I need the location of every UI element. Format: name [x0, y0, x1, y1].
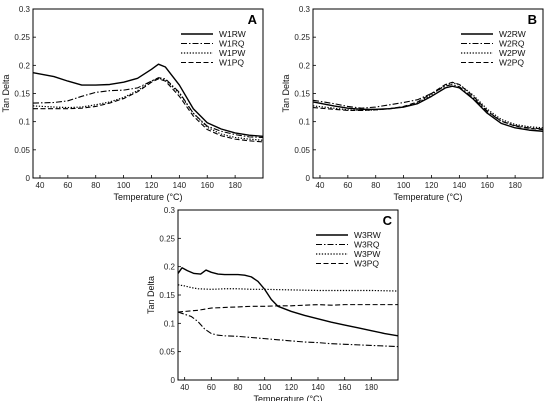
- x-tick-label: 140: [453, 181, 467, 190]
- y-tick-label: 0.05: [294, 146, 310, 155]
- legend-label: W3PW: [354, 249, 380, 259]
- x-axis-label: Temperature (°C): [393, 192, 462, 202]
- x-tick-label: 60: [343, 181, 352, 190]
- legend-label: W2PW: [499, 48, 525, 58]
- legend-label: W3RW: [354, 230, 381, 240]
- panel-label: C: [383, 213, 393, 228]
- x-tick-label: 100: [258, 383, 272, 392]
- y-tick-label: 0.3: [299, 5, 311, 14]
- panel-c: 0 0.05 0.1 0.15 0.2 0.25 0.3 40 60 80 100 120 140 160…: [146, 206, 399, 401]
- y-tick-label: 0.1: [164, 319, 176, 328]
- legend-label: W2PQ: [499, 58, 524, 68]
- y-tick-label: 0.15: [14, 90, 30, 99]
- series-line-w2pq: [313, 81, 543, 131]
- y-tick-label: 0.2: [164, 263, 176, 272]
- x-tick-label: 100: [117, 181, 131, 190]
- x-tick-label: 180: [508, 181, 522, 190]
- x-tick-label: 160: [201, 181, 215, 190]
- x-tick-label: 120: [145, 181, 159, 190]
- panel-a: 0 0.05 0.1 0.15 0.2 0.25 0.3 40 60 80 100 120 140 160…: [1, 5, 264, 202]
- y-axis-label: Tan Delta: [146, 276, 156, 314]
- y-tick-label: 0.2: [299, 61, 311, 70]
- x-tick-label: 180: [365, 383, 379, 392]
- panel-label: A: [248, 12, 258, 27]
- x-tick-label: 160: [338, 383, 352, 392]
- x-tick-label: 80: [371, 181, 380, 190]
- legend-label: W2RQ: [499, 39, 525, 49]
- legend-label: W1PQ: [219, 58, 244, 68]
- x-axis-label: Temperature (°C): [113, 192, 182, 202]
- y-tick-label: 0: [306, 174, 311, 183]
- x-tick-label: 60: [207, 383, 216, 392]
- x-tick-label: 120: [425, 181, 439, 190]
- series-line-w1pw: [33, 77, 263, 141]
- y-tick-label: 0.1: [19, 118, 31, 127]
- x-tick-label: 40: [316, 181, 325, 190]
- series-line-w1rw: [33, 63, 263, 138]
- series-line-w3rq: [178, 311, 398, 348]
- series-line-w1rq: [33, 77, 263, 138]
- x-axis-label: Temperature (°C): [253, 394, 322, 401]
- y-tick-label: 0.05: [159, 348, 175, 357]
- series-line-w2pw: [313, 82, 543, 129]
- y-axis-label: Tan Delta: [1, 74, 11, 112]
- y-tick-label: 0.05: [14, 146, 30, 155]
- x-tick-label: 140: [173, 181, 187, 190]
- legend-label: W2RW: [499, 29, 526, 39]
- y-tick-label: 0.25: [294, 33, 310, 42]
- legend-label: W3PQ: [354, 259, 379, 269]
- y-tick-label: 0.2: [19, 61, 31, 70]
- x-tick-label: 40: [36, 181, 45, 190]
- x-tick-label: 80: [234, 383, 243, 392]
- x-tick-label: 120: [285, 383, 299, 392]
- y-tick-label: 0.15: [159, 291, 175, 300]
- x-tick-label: 60: [63, 181, 72, 190]
- y-tick-label: 0.25: [14, 33, 30, 42]
- x-tick-label: 40: [180, 383, 189, 392]
- y-tick-label: 0: [26, 174, 31, 183]
- legend-label: W1PW: [219, 48, 245, 58]
- legend-label: W1RQ: [219, 39, 245, 49]
- y-tick-label: 0.25: [159, 234, 175, 243]
- panel-b: 0 0.05 0.1 0.15 0.2 0.25 0.3 40 60 80 100 120 140 160…: [281, 5, 544, 202]
- y-axis-label: Tan Delta: [281, 74, 291, 112]
- y-tick-label: 0: [171, 376, 176, 385]
- y-tick-label: 0.1: [299, 118, 311, 127]
- x-tick-label: 100: [397, 181, 411, 190]
- legend-label: W3RQ: [354, 240, 380, 250]
- x-tick-label: 80: [91, 181, 100, 190]
- series-line-w3pw: [178, 284, 398, 292]
- y-tick-label: 0.3: [164, 206, 176, 215]
- legend-label: W1RW: [219, 29, 246, 39]
- x-tick-label: 180: [228, 181, 242, 190]
- panel-label: B: [528, 12, 537, 27]
- series-line-w2rw: [313, 85, 543, 132]
- x-tick-label: 160: [481, 181, 495, 190]
- y-tick-label: 0.15: [294, 90, 310, 99]
- series-line-w1pq: [33, 78, 263, 143]
- series-line-w3pq: [178, 304, 398, 313]
- x-tick-label: 140: [311, 383, 325, 392]
- y-tick-label: 0.3: [19, 5, 31, 14]
- series-line-w3rw: [178, 267, 398, 337]
